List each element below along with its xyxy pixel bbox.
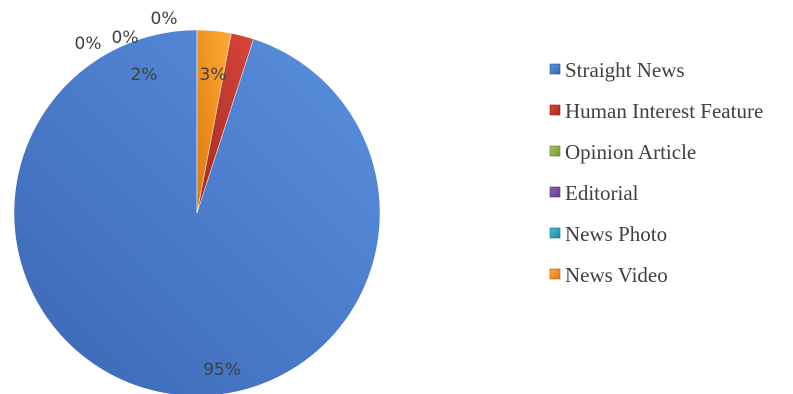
legend-swatch-straight-news bbox=[549, 63, 561, 75]
pie-label-news-photo: 0% bbox=[75, 34, 102, 54]
legend-item-news-video: News Video bbox=[549, 263, 668, 287]
legend: Straight News Human Interest Feature Opi… bbox=[549, 58, 763, 287]
legend-swatch-news-photo bbox=[549, 227, 561, 239]
legend-swatch-editorial bbox=[549, 186, 561, 198]
legend-label-editorial: Editorial bbox=[565, 181, 639, 205]
legend-swatch-human-interest-feature bbox=[549, 104, 561, 116]
pie-label-opinion-article: 0% bbox=[151, 9, 178, 29]
legend-item-opinion-article: Opinion Article bbox=[549, 140, 696, 164]
legend-swatch-news-video bbox=[549, 268, 561, 280]
legend-item-straight-news: Straight News bbox=[549, 58, 685, 82]
pie-label-editorial: 0% bbox=[112, 28, 139, 48]
pie-slices bbox=[13, 29, 381, 394]
legend-label-opinion-article: Opinion Article bbox=[565, 140, 696, 164]
legend-item-news-photo: News Photo bbox=[549, 222, 667, 246]
pie-label-human-interest-feature: 2% bbox=[131, 65, 158, 85]
legend-item-editorial: Editorial bbox=[549, 181, 639, 205]
legend-label-news-photo: News Photo bbox=[565, 222, 667, 246]
legend-label-human-interest-feature: Human Interest Feature bbox=[565, 99, 763, 123]
legend-item-human-interest-feature: Human Interest Feature bbox=[549, 99, 763, 123]
legend-swatch-opinion-article bbox=[549, 145, 561, 157]
legend-label-straight-news: Straight News bbox=[565, 58, 685, 82]
legend-label-news-video: News Video bbox=[565, 263, 668, 287]
pie-label-news-video: 3% bbox=[200, 65, 227, 85]
pie-label-straight-news: 95% bbox=[203, 360, 241, 380]
slice-percent-labels: 95% 2% 0% 0% 0% 3% bbox=[75, 9, 241, 380]
pie-slice-news-video bbox=[196, 29, 232, 214]
